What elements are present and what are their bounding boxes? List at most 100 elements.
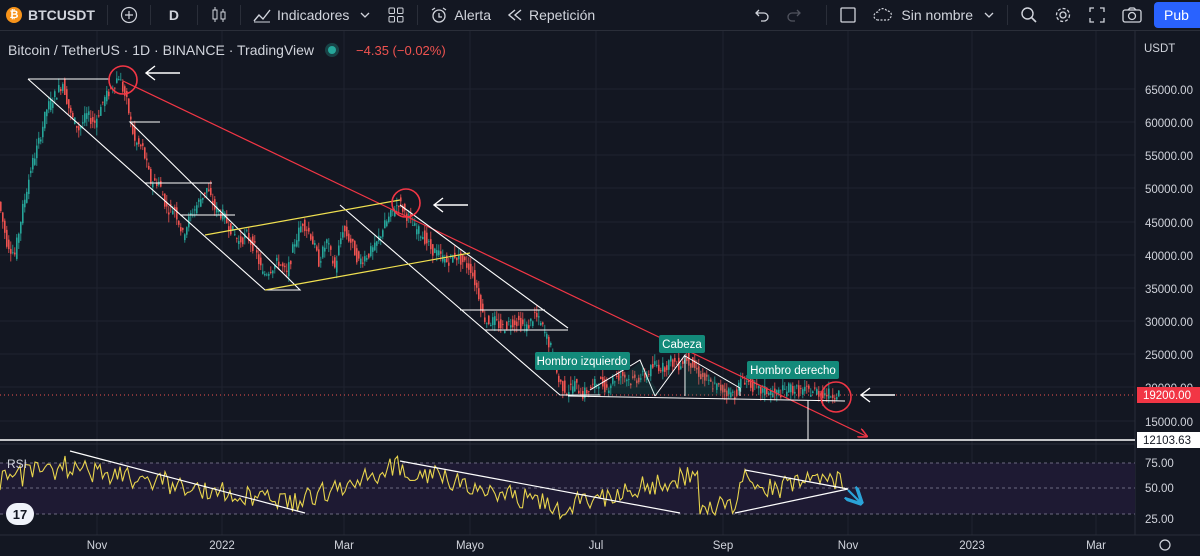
candle-body bbox=[104, 97, 106, 107]
candle-body bbox=[424, 230, 426, 244]
candle-body bbox=[206, 188, 208, 193]
candle-body bbox=[546, 334, 548, 339]
candle-body bbox=[220, 213, 222, 219]
candle-body bbox=[262, 271, 264, 274]
candle-body bbox=[184, 234, 186, 241]
candle-body bbox=[766, 387, 768, 394]
candle-body bbox=[312, 236, 314, 245]
settings-button[interactable] bbox=[1046, 0, 1080, 30]
indicators-button[interactable]: Indicadores bbox=[245, 0, 379, 30]
candle-body bbox=[622, 371, 624, 377]
templates-button[interactable] bbox=[379, 0, 413, 30]
candle-body bbox=[726, 390, 728, 397]
undo-icon bbox=[755, 9, 770, 22]
fullscreen-select-button[interactable] bbox=[831, 0, 865, 30]
candle-body bbox=[116, 78, 118, 83]
candle-body bbox=[368, 253, 370, 258]
price-axis: USDT 65000.00 60000.00 55000.00 50000.00… bbox=[1144, 43, 1193, 429]
interval-button[interactable]: D bbox=[155, 0, 193, 30]
candle-body bbox=[722, 385, 724, 393]
candle-body bbox=[696, 367, 698, 370]
candle-body bbox=[690, 363, 692, 368]
candle-body bbox=[680, 366, 682, 369]
candle-body bbox=[472, 272, 474, 277]
layout-button[interactable]: Sin nombre bbox=[865, 0, 1003, 30]
candle-body bbox=[550, 342, 552, 346]
candle-body bbox=[648, 374, 650, 375]
svg-text:Hombro izquierdo: Hombro izquierdo bbox=[537, 356, 628, 368]
chart-type-button[interactable] bbox=[202, 0, 236, 30]
divider bbox=[149, 5, 151, 25]
candle-body bbox=[422, 236, 424, 240]
candle-body bbox=[56, 97, 58, 100]
alert-button[interactable]: Alerta bbox=[422, 0, 499, 30]
rewind-icon bbox=[507, 9, 522, 21]
candle-body bbox=[642, 370, 644, 372]
candle-body bbox=[660, 370, 662, 372]
chart-canvas[interactable]: Hombro izquierdo Cabeza Hombro derecho U… bbox=[0, 31, 1200, 556]
candle-body bbox=[68, 99, 70, 109]
candle-body bbox=[566, 393, 568, 395]
candle-body bbox=[536, 312, 538, 318]
candle-body bbox=[398, 206, 400, 208]
undo-button[interactable] bbox=[746, 0, 778, 30]
compare-button[interactable] bbox=[112, 0, 146, 30]
price-tick: 35000.00 bbox=[1145, 284, 1193, 296]
axis-settings-button[interactable] bbox=[1159, 539, 1171, 551]
candle-body bbox=[366, 258, 368, 260]
candle-body bbox=[506, 321, 508, 330]
redo-button[interactable] bbox=[778, 0, 810, 30]
top-toolbar: ₿ BTCUSDT D Indicadores Alerta Repetició… bbox=[0, 0, 1200, 31]
candle-body bbox=[426, 232, 428, 244]
publish-button[interactable]: Pub bbox=[1154, 2, 1200, 28]
candle-body bbox=[108, 91, 110, 97]
candle-body bbox=[482, 303, 484, 313]
replay-button[interactable]: Repetición bbox=[499, 0, 603, 30]
candle-body bbox=[174, 206, 176, 211]
snapshot-button[interactable] bbox=[1114, 0, 1150, 30]
candle-body bbox=[364, 256, 366, 262]
gear-icon bbox=[1159, 539, 1171, 551]
candle-body bbox=[532, 321, 534, 327]
candle-body bbox=[208, 189, 210, 192]
candle-body bbox=[86, 113, 88, 119]
candle-body bbox=[718, 383, 720, 385]
candle-body bbox=[276, 257, 278, 261]
divider bbox=[417, 5, 419, 25]
candle-body bbox=[4, 220, 6, 233]
candle-body bbox=[620, 376, 622, 378]
candle-body bbox=[300, 226, 302, 233]
candle-body bbox=[488, 315, 490, 324]
candle-body bbox=[608, 390, 610, 393]
candle-body bbox=[800, 388, 802, 389]
fullscreen-button[interactable] bbox=[1080, 0, 1114, 30]
current-price-badge: 19200.00 bbox=[1137, 387, 1200, 403]
candle-body bbox=[350, 238, 352, 243]
symbol-label: BTCUSDT bbox=[28, 7, 95, 23]
candle-body bbox=[234, 234, 236, 236]
candle-body bbox=[30, 170, 32, 174]
candle-body bbox=[560, 379, 562, 382]
symbol-search[interactable]: ₿ BTCUSDT bbox=[0, 0, 103, 30]
search-button[interactable] bbox=[1012, 0, 1046, 30]
candle-body bbox=[286, 270, 288, 272]
candle-body bbox=[228, 226, 230, 231]
candle-body bbox=[412, 225, 414, 226]
candle-body bbox=[498, 321, 500, 329]
candle-body bbox=[308, 227, 310, 232]
candle-body bbox=[324, 247, 326, 252]
divider bbox=[197, 5, 199, 25]
candle-body bbox=[470, 263, 472, 273]
candle-body bbox=[830, 396, 832, 398]
candle-body bbox=[626, 379, 628, 382]
candle-body bbox=[150, 169, 152, 184]
candle-body bbox=[742, 377, 744, 379]
candle-body bbox=[538, 316, 540, 318]
candle-body bbox=[564, 380, 566, 393]
candle-body bbox=[196, 205, 198, 214]
descending-channel-2 bbox=[339, 204, 600, 396]
rsi-tick: 25.00 bbox=[1145, 514, 1174, 526]
candle-body bbox=[92, 117, 94, 122]
candle-body bbox=[124, 86, 126, 96]
candle-body bbox=[166, 202, 168, 207]
